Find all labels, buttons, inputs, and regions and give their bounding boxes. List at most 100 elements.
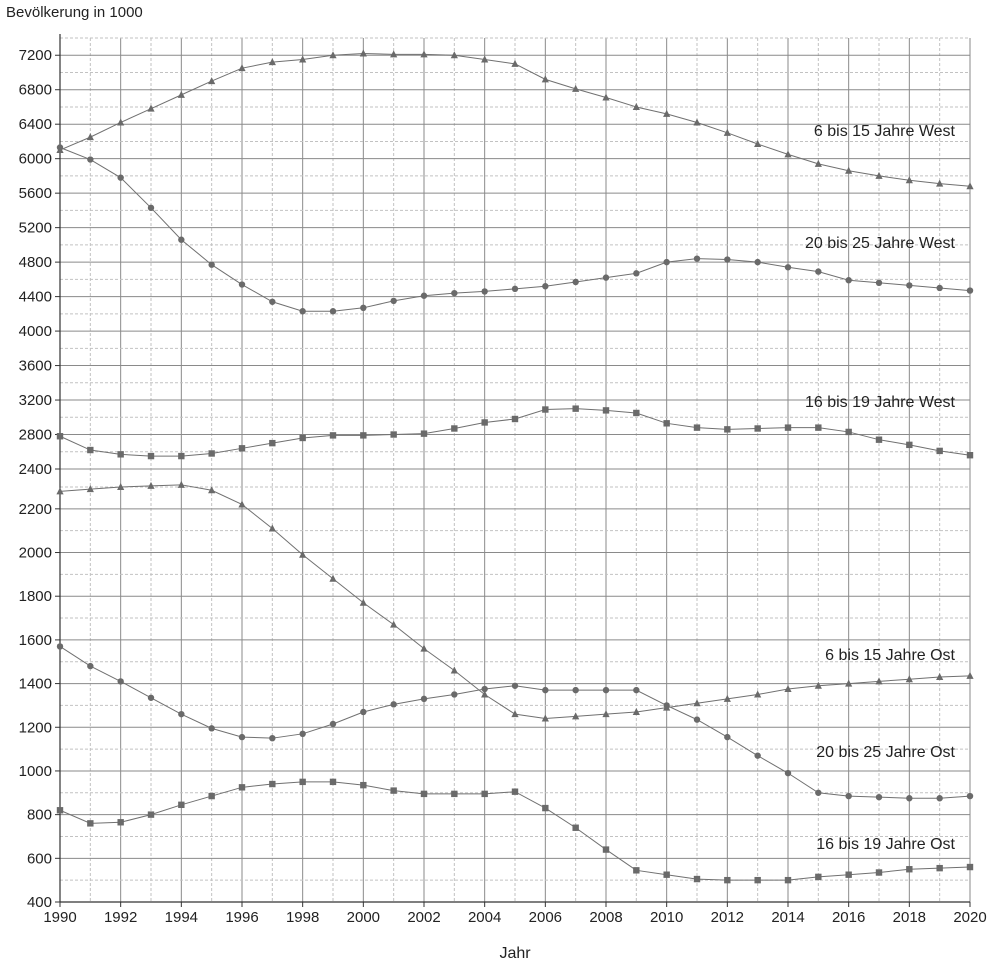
series-label: 16 bis 19 Jahre Ost — [816, 836, 955, 853]
y-tick-label: 1000 — [19, 763, 52, 780]
data-point — [633, 270, 640, 277]
data-point — [723, 128, 731, 136]
data-point — [845, 679, 853, 687]
data-point — [814, 681, 822, 689]
data-point — [906, 795, 913, 802]
data-point — [572, 84, 580, 92]
data-point — [966, 182, 974, 190]
data-point — [541, 714, 549, 722]
data-point — [815, 424, 822, 431]
data-point — [693, 699, 701, 707]
data-point — [299, 730, 306, 738]
data-point — [329, 720, 337, 728]
data-point — [906, 282, 913, 289]
data-point — [481, 685, 488, 693]
data-point — [450, 51, 458, 59]
data-point — [906, 441, 913, 449]
data-point — [238, 281, 246, 288]
data-point — [633, 409, 640, 417]
x-tick-label: 2006 — [529, 909, 562, 926]
data-point — [845, 277, 852, 284]
data-point — [390, 787, 397, 794]
data-point — [542, 686, 549, 694]
data-point — [815, 789, 822, 796]
data-point — [420, 695, 428, 703]
data-point — [754, 140, 762, 148]
data-point — [147, 104, 155, 112]
data-point — [269, 298, 276, 305]
data-point — [56, 807, 64, 814]
data-point — [299, 308, 306, 315]
data-point — [511, 710, 519, 718]
x-tick-label: 2018 — [893, 909, 926, 926]
data-point — [117, 678, 124, 685]
data-point — [542, 283, 549, 290]
x-tick-label: 2002 — [407, 909, 440, 926]
y-tick-label: 6400 — [19, 116, 52, 133]
y-tick-label: 2000 — [19, 545, 52, 562]
data-point — [663, 420, 670, 427]
data-point — [147, 452, 155, 460]
data-point — [905, 176, 913, 184]
data-point — [269, 439, 276, 447]
series-label: 16 bis 19 Jahre West — [805, 394, 956, 411]
data-point — [541, 75, 549, 83]
data-point — [784, 685, 792, 693]
data-point — [936, 179, 944, 187]
data-point — [117, 483, 125, 490]
data-point — [177, 480, 185, 488]
data-point — [875, 869, 883, 876]
data-point — [511, 682, 519, 689]
data-point — [966, 452, 974, 459]
data-point — [602, 846, 610, 853]
data-point — [360, 781, 367, 789]
data-point — [875, 171, 883, 179]
data-point — [814, 159, 822, 167]
data-point — [572, 278, 579, 286]
data-point — [723, 694, 731, 702]
data-point — [390, 431, 397, 438]
y-tick-label: 3600 — [19, 358, 52, 375]
data-point — [572, 686, 579, 694]
data-point — [390, 620, 398, 628]
data-point — [511, 415, 519, 423]
data-point — [420, 50, 428, 58]
data-point — [87, 446, 94, 454]
x-tick-label: 1992 — [104, 909, 137, 926]
data-point — [56, 144, 64, 151]
data-point — [268, 524, 276, 532]
x-tick-label: 2008 — [589, 909, 622, 926]
data-point — [451, 790, 458, 798]
data-point — [117, 118, 125, 126]
y-tick-label: 4800 — [19, 254, 52, 271]
data-point — [815, 268, 822, 275]
data-point — [87, 156, 94, 163]
data-point — [966, 863, 974, 871]
data-point — [875, 436, 883, 443]
y-tick-label: 1400 — [19, 676, 52, 693]
data-point — [663, 258, 670, 266]
data-point — [481, 55, 489, 63]
data-point — [86, 133, 94, 141]
data-point — [936, 864, 943, 872]
data-point — [299, 55, 307, 63]
data-point — [329, 432, 337, 439]
data-point — [420, 292, 428, 299]
data-point — [784, 150, 792, 158]
data-point — [147, 694, 155, 701]
data-point — [117, 451, 124, 458]
y-tick-label: 1600 — [19, 632, 52, 649]
data-point — [875, 793, 883, 801]
data-point — [359, 49, 367, 57]
data-point — [360, 432, 367, 439]
data-point — [481, 690, 489, 698]
data-point — [633, 867, 640, 874]
data-point — [602, 274, 610, 281]
data-point — [845, 166, 853, 174]
data-point — [966, 287, 974, 294]
data-point — [208, 261, 215, 268]
data-point — [724, 256, 731, 263]
data-point — [329, 778, 337, 786]
data-point — [511, 285, 519, 293]
